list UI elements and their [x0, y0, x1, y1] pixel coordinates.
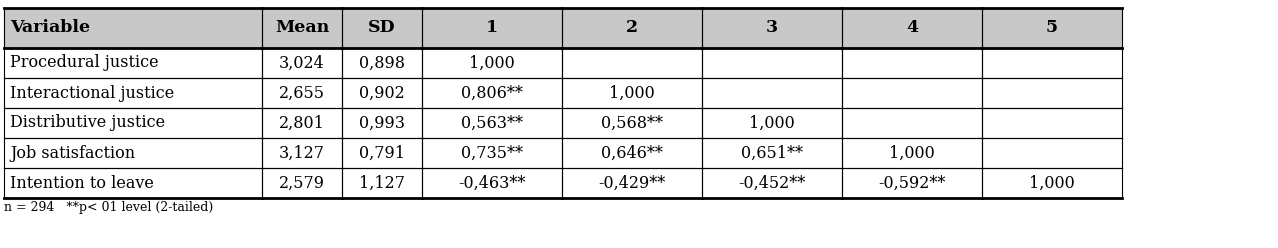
Text: -0,429**: -0,429**	[598, 175, 666, 191]
Text: 0,791: 0,791	[359, 145, 405, 161]
Text: 0,898: 0,898	[359, 55, 405, 71]
Text: Variable: Variable	[10, 20, 91, 36]
Text: Intention to leave: Intention to leave	[10, 175, 153, 191]
Bar	[343, 168, 422, 198]
Bar	[262, 108, 343, 138]
Bar	[343, 8, 422, 48]
Bar	[262, 138, 343, 168]
Text: 0,993: 0,993	[359, 115, 405, 131]
Text: 1: 1	[486, 20, 498, 36]
Bar	[262, 48, 343, 78]
Text: Mean: Mean	[275, 20, 330, 36]
Text: 2,801: 2,801	[279, 115, 325, 131]
Text: 1,127: 1,127	[359, 175, 405, 191]
Bar	[262, 8, 343, 48]
Text: 3: 3	[766, 20, 778, 36]
Text: Interactional justice: Interactional justice	[10, 85, 174, 101]
Text: 0,646**: 0,646**	[601, 145, 663, 161]
Text: 4: 4	[906, 20, 918, 36]
Text: 1,000: 1,000	[889, 145, 935, 161]
Text: 2,655: 2,655	[279, 85, 325, 101]
Text: 0,568**: 0,568**	[601, 115, 663, 131]
Bar	[343, 48, 422, 78]
Text: 2,579: 2,579	[279, 175, 325, 191]
Text: Procedural justice: Procedural justice	[10, 55, 158, 71]
Text: n = 294   **p< 01 level (2-tailed): n = 294 **p< 01 level (2-tailed)	[4, 201, 213, 214]
Text: 0,563**: 0,563**	[461, 115, 523, 131]
Text: 0,735**: 0,735**	[461, 145, 523, 161]
Text: 0,651**: 0,651**	[741, 145, 803, 161]
Text: 1,000: 1,000	[610, 85, 654, 101]
Text: 3,024: 3,024	[279, 55, 325, 71]
Text: -0,592**: -0,592**	[878, 175, 946, 191]
Text: 0,806**: 0,806**	[461, 85, 523, 101]
Text: Distributive justice: Distributive justice	[10, 115, 165, 131]
Text: 5: 5	[1045, 20, 1058, 36]
Text: -0,463**: -0,463**	[459, 175, 525, 191]
Bar	[262, 168, 343, 198]
Bar	[343, 108, 422, 138]
Text: 1,000: 1,000	[749, 115, 795, 131]
Text: 3,127: 3,127	[279, 145, 325, 161]
Bar	[262, 78, 343, 108]
Text: Job satisfaction: Job satisfaction	[10, 145, 135, 161]
Bar	[343, 78, 422, 108]
Text: 2: 2	[626, 20, 638, 36]
Text: 0,902: 0,902	[359, 85, 405, 101]
Text: SD: SD	[368, 20, 396, 36]
Text: -0,452**: -0,452**	[739, 175, 805, 191]
Text: 1,000: 1,000	[1029, 175, 1075, 191]
Text: 1,000: 1,000	[469, 55, 515, 71]
Bar	[343, 138, 422, 168]
